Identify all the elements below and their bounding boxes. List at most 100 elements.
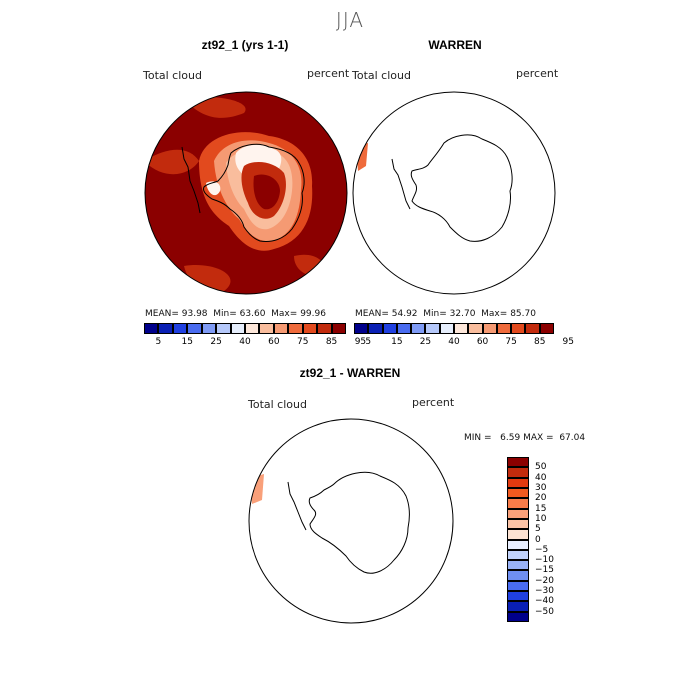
panel2-colorbar-swatch [539,323,554,334]
panel3-colorbar-tick-label: 0 [535,534,541,545]
panel2-colorbar-swatch [354,323,369,334]
panel2-colorbar-tick-label: 75 [505,337,517,347]
panel1-colorbar-swatch [216,323,231,334]
panel3-max-label: MAX = [523,433,554,443]
panel1-min: 63.60 [239,309,266,319]
panel3-colorbar-tick-label: 40 [535,472,547,483]
panel2-colorbar-tick-label: 25 [419,337,432,347]
panel3-colorbar-swatch [507,601,529,612]
panel2-max-label: Max= [481,309,508,319]
panel1-max: 99.96 [300,309,326,319]
panel3-colorbar-tick-label: −30 [535,586,554,597]
panel3-colorbar-swatch [507,467,529,478]
panel3-colorbar-tick-label: −20 [535,575,554,586]
panel1-colorbar-swatch [331,323,346,334]
panel3-colorbar-tick-label: 20 [535,493,547,504]
panel3-colorbar-tick-label: −15 [535,565,554,576]
panel1-patch-left [145,149,199,175]
season-title: JJA [335,8,365,32]
panel1-colorbar-swatch [245,323,260,334]
panel2-colorbar-swatch [482,323,497,334]
panel2-colorbar-swatch [439,323,454,334]
panel2-colorbar-tick-label: 40 [448,337,460,347]
panel1-colorbar-swatch [259,323,274,334]
panel3-colorbar-tick-label: 5 [535,524,541,535]
panel2-colorbar-swatch [382,323,397,334]
panel3-colorbar-swatch [507,549,529,561]
panel3-colorbar-swatch [507,570,529,581]
panel3-coastline [287,471,410,574]
panel2-variable: Total cloud [352,69,411,82]
panel1-coastline [181,143,305,242]
panel3-colorbar-swatch [507,560,529,571]
panel1-colorbar-tick-label: 85 [325,337,338,347]
panel2-max: 85.70 [510,309,536,319]
panel3-data-patch [250,474,264,504]
panel3-variable: Total cloud [248,398,307,411]
panel2-units: percent [516,67,559,80]
panel2-colorbar-tick-label: 5 [365,337,372,347]
panel3-max: 67.04 [559,433,586,443]
panel3-colorbar-tick-label: 50 [535,462,547,473]
panel1-colorbar-swatch [288,323,303,334]
panel2-colorbar-swatch [411,323,426,334]
panel2-colorbar-swatch [468,323,483,334]
panel1-colorbar-tick-label: 75 [296,337,309,347]
panel2-title: WARREN [428,38,482,52]
panel2-colorbar-swatch [454,323,469,334]
panel1-map [144,91,348,295]
panel1-mean: 93.98 [181,309,208,319]
panel3-units: percent [412,396,455,409]
panel3-colorbar-swatch [507,477,529,488]
panel1-colorbar-tick-label: 95 [354,337,367,347]
panel3-colorbar-swatch [507,498,529,509]
panel2-mean-label: MEAN= [355,309,389,319]
panel3-colorbar-tick-label: −40 [535,596,554,607]
panel1-max-label: Max= [271,309,298,319]
panel1-interior-dark [253,174,280,210]
panel3-colorbar-tick-label: 30 [535,482,547,493]
panel2-colorbar-tick-label: 60 [476,337,489,347]
panel3-colorbar-swatch [507,611,529,622]
panel3-colorbar-swatch [507,539,529,550]
panel1-units: percent [307,67,350,80]
panel1-colorbar-swatch [144,323,159,334]
panel1-colorbar [144,323,346,334]
panel3-colorbar-swatch [507,457,529,468]
panel3-colorbar-tick-label: −50 [535,606,554,617]
panel2-colorbar-swatch [496,323,512,334]
panel3-colorbar-swatch [507,591,529,602]
panel1-mean-label: MEAN= [145,309,179,319]
panel1-peninsula-light [206,181,221,196]
panel2-map [352,91,556,295]
panel1-colorbar-swatch [187,323,202,334]
panel1-colorbar-tick-label: 40 [239,337,251,347]
panel2-min: 32.70 [449,309,476,319]
panel3-min-label: MIN = [464,433,492,443]
panel2-colorbar-tick-label: 95 [562,337,575,347]
panel3-min: 6.59 [500,433,521,443]
panel1-colorbar-tick-label: 15 [181,337,194,347]
panel3-map [248,418,454,624]
panel1-colorbar-ticks: 5 15 25 40 60 75 85 95 [144,337,367,349]
panel1-colorbar-tick-label: 25 [210,337,222,347]
panel1-min-label: Min= [213,309,237,319]
panel2-colorbar [354,323,554,334]
panel3-colorbar-swatch [507,508,529,519]
panel2-colorbar-tick-label: 15 [391,337,403,347]
panel3-colorbar-tick-label: 15 [535,503,547,514]
panel3-colorbar-swatch [507,580,529,592]
panel1-variable: Total cloud [143,69,202,82]
panel2-colorbar-swatch [525,323,540,334]
panel3-colorbar-swatch [507,487,529,499]
panel2-mean: 54.92 [391,309,418,319]
panel2-colorbar-swatch [511,323,526,334]
panel1-colorbar-swatch [158,323,173,334]
panel3-colorbar-ticks: 50 40 30 20 15 10 5 0 −5 −10 −15 −20 −30 −40 −50 [535,457,575,622]
panel1-title: zt92_1 (yrs 1-1) [201,38,289,52]
panel2-min-label: Min= [423,309,447,319]
panel3-colorbar-tick-label: 10 [535,513,547,524]
panel3-stats: MIN = 6.59 MAX = 67.04 [464,433,585,443]
panel3-colorbar-tick-label: −10 [535,555,554,566]
panel2-colorbar-tick-label: 85 [533,337,546,347]
